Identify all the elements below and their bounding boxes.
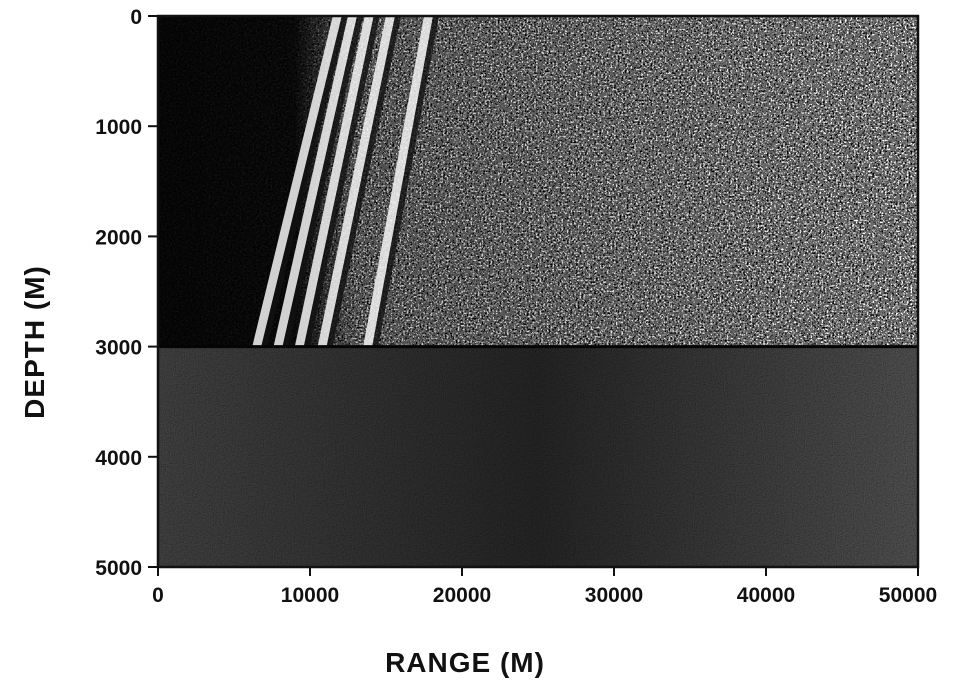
plot-frame	[156, 14, 920, 569]
y-tick-label: 3000	[95, 337, 142, 360]
y-tick-label: 2000	[95, 226, 142, 249]
x-tick-label: 40000	[737, 584, 795, 607]
beam-band	[273, 16, 357, 347]
x-tick-label: 0	[152, 584, 164, 607]
beam-shadow	[303, 16, 380, 347]
y-tick-label: 1000	[95, 116, 142, 139]
beam-shadow	[326, 16, 401, 347]
y-tick-label: 4000	[95, 447, 142, 470]
x-tick-label: 50000	[879, 584, 937, 607]
y-axis: 0 1000 2000 3000 4000 5000	[95, 6, 158, 580]
beam-shadow	[372, 16, 439, 347]
bottom-layer-shade	[158, 346, 918, 567]
y-axis-title: DEPTH (M)	[19, 265, 50, 419]
y-tick-label: 5000	[95, 557, 142, 580]
x-tick-label: 20000	[433, 584, 491, 607]
beam-band	[294, 16, 374, 347]
x-axis-title: RANGE (M)	[385, 647, 545, 678]
beam-shadow	[261, 16, 348, 347]
y-tick-label: 0	[130, 6, 142, 29]
plot-area	[156, 14, 920, 569]
beam-band	[252, 16, 342, 347]
beam-band	[317, 16, 395, 347]
x-axis: 0 10000 20000 30000 40000 50000	[152, 567, 937, 607]
beam-band	[363, 16, 433, 347]
x-tick-label: 10000	[281, 584, 339, 607]
beam-shadow	[282, 16, 363, 347]
shadow-zone	[158, 16, 918, 347]
x-tick-label: 30000	[585, 584, 643, 607]
